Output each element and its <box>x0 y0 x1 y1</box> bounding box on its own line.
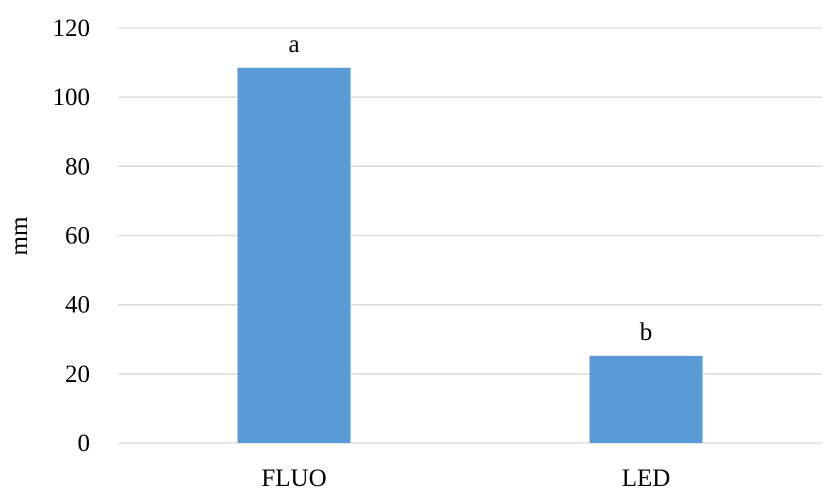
y-tick-label: 120 <box>53 15 91 42</box>
y-tick-label: 0 <box>78 430 91 457</box>
y-axis-title: mm <box>6 216 33 255</box>
y-tick-label: 60 <box>65 223 90 250</box>
data-label-led: b <box>640 319 653 346</box>
gridlines <box>118 27 822 444</box>
y-tick-label: 80 <box>65 153 90 180</box>
y-tick-label: 20 <box>65 361 90 388</box>
x-tick-label-fluo: FLUO <box>261 465 326 492</box>
y-axis-ticks: 0 20 40 60 80 100 120 <box>53 15 91 457</box>
x-tick-label-led: LED <box>622 465 671 492</box>
y-tick-label: 100 <box>53 84 91 111</box>
bar-fluo <box>237 67 351 443</box>
bars <box>237 67 703 443</box>
data-labels: ab <box>288 31 652 346</box>
bar-led <box>589 355 703 443</box>
x-axis-ticks: FLUO LED <box>261 465 670 492</box>
y-tick-label: 40 <box>65 292 90 319</box>
data-label-fluo: a <box>288 31 299 58</box>
